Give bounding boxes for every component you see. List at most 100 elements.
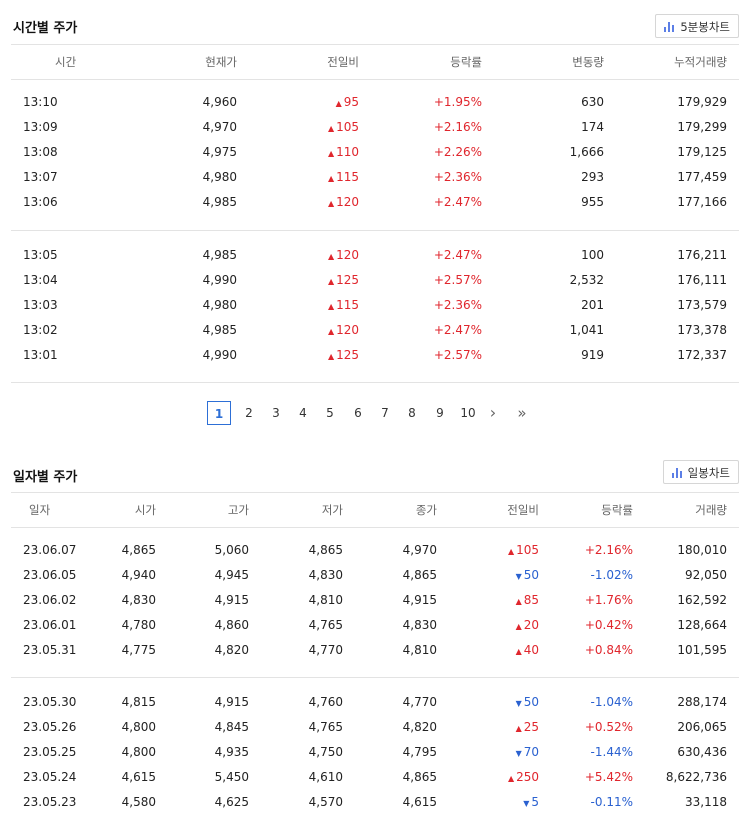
time-table-row: 13:06 4,985 ▲ 120 +2.47% 955 177,166 xyxy=(11,190,739,215)
daily-cell-close: 4,615 xyxy=(402,795,437,809)
daily-header-rate: 등락률 xyxy=(601,503,633,517)
triangle-down-icon: ▼ xyxy=(515,572,522,581)
page-7-button[interactable]: 7 xyxy=(381,406,389,420)
daily-change-value: 20 xyxy=(523,618,539,632)
time-price-title: 시간별 주가 xyxy=(13,21,78,36)
daily-cell-high: 4,915 xyxy=(214,695,249,709)
triangle-up-icon: ▲ xyxy=(327,174,335,183)
time-change-value: 115 xyxy=(336,170,359,184)
last-page-icon[interactable]: » xyxy=(517,404,527,422)
time-cell-rate: +2.16% xyxy=(433,120,482,134)
time-change-value: 115 xyxy=(336,298,359,312)
page-1-button[interactable]: 1 xyxy=(207,401,231,425)
time-cell-vol: 1,666 xyxy=(569,145,604,159)
daily-cell-high: 4,820 xyxy=(214,643,249,657)
triangle-up-icon: ▲ xyxy=(515,597,522,606)
time-header-cum: 누적거래량 xyxy=(674,55,727,69)
time-cell-time: 13:02 xyxy=(23,323,58,337)
time-change-value: 105 xyxy=(336,120,359,134)
time-cell-rate: +2.47% xyxy=(433,248,482,262)
daily-cell-close: 4,795 xyxy=(402,745,437,759)
time-cell-vol: 201 xyxy=(581,298,604,312)
daily-change-value: 250 xyxy=(516,770,539,784)
page-6-button[interactable]: 6 xyxy=(354,406,362,420)
time-cell-cum: 177,459 xyxy=(677,170,727,184)
triangle-up-icon: ▲ xyxy=(327,277,335,286)
page-10-button[interactable]: 10 xyxy=(460,406,476,420)
daily-change-value: 70 xyxy=(523,745,539,759)
daily-cell-volume: 630,436 xyxy=(677,745,727,759)
daily-cell-open: 4,800 xyxy=(121,720,156,734)
time-cell-rate: +2.36% xyxy=(433,298,482,312)
page-4-button[interactable]: 4 xyxy=(299,406,307,420)
page-5-button[interactable]: 5 xyxy=(326,406,334,420)
time-header-price: 현재가 xyxy=(205,55,237,69)
daily-cell-date: 23.06.05 xyxy=(23,568,77,582)
daily-price-title: 일자별 주가 xyxy=(13,470,78,485)
next-page-icon[interactable]: › xyxy=(489,403,497,422)
time-change-value: 125 xyxy=(336,273,359,287)
daily-cell-close: 4,970 xyxy=(402,543,437,557)
time-cell-rate: +2.47% xyxy=(433,323,482,337)
daily-cell-volume: 8,622,736 xyxy=(665,770,727,784)
daily-table-row: 23.06.07 4,865 5,060 4,865 4,970 ▲ 105 +2.16% 18… xyxy=(11,538,739,563)
triangle-up-icon: ▲ xyxy=(327,252,335,261)
daily-cell-change: ▲ 85 xyxy=(516,588,539,614)
time-table-row: 13:07 4,980 ▲ 115 +2.36% 293 177,459 xyxy=(11,165,739,190)
triangle-up-icon: ▲ xyxy=(507,774,515,783)
time-cell-vol: 293 xyxy=(581,170,604,184)
time-group-divider xyxy=(11,382,739,383)
time-cell-change: ▲ 115 xyxy=(328,293,359,319)
time-header-time: 시간 xyxy=(55,55,77,69)
daily-cell-close: 4,820 xyxy=(402,720,437,734)
daily-cell-change: ▼ 70 xyxy=(516,740,539,766)
daily-table-header: 일자 시가 고가 저가 종가 전일비 등락률 거래량 xyxy=(11,492,739,528)
daily-cell-close: 4,865 xyxy=(402,770,437,784)
daily-header-open: 시가 xyxy=(134,503,156,517)
daily-cell-rate: +0.84% xyxy=(584,643,633,657)
time-cell-price: 4,980 xyxy=(202,298,237,312)
triangle-up-icon: ▲ xyxy=(327,302,335,311)
five-minute-chart-button[interactable]: 5분봉차트 xyxy=(655,14,739,38)
time-cell-price: 4,990 xyxy=(202,273,237,287)
time-cell-cum: 173,579 xyxy=(677,298,727,312)
daily-header-close: 종가 xyxy=(415,503,437,517)
time-cell-price: 4,985 xyxy=(202,248,237,262)
time-cell-price: 4,960 xyxy=(202,95,237,109)
daily-cell-change: ▲ 105 xyxy=(508,538,539,564)
page-8-button[interactable]: 8 xyxy=(408,406,416,420)
daily-cell-low: 4,610 xyxy=(308,770,343,784)
time-group-divider xyxy=(11,230,739,231)
page-2-button[interactable]: 2 xyxy=(245,406,253,420)
daily-cell-high: 4,860 xyxy=(214,618,249,632)
time-cell-change: ▲ 110 xyxy=(328,140,359,166)
daily-cell-low: 4,765 xyxy=(308,618,343,632)
time-cell-vol: 630 xyxy=(581,95,604,109)
triangle-up-icon: ▲ xyxy=(327,149,335,158)
time-cell-change: ▲ 120 xyxy=(328,243,359,269)
time-table-row: 13:02 4,985 ▲ 120 +2.47% 1,041 173,378 xyxy=(11,318,739,343)
time-cell-rate: +2.36% xyxy=(433,170,482,184)
daily-cell-low: 4,770 xyxy=(308,643,343,657)
daily-change-value: 85 xyxy=(523,593,539,607)
daily-change-value: 25 xyxy=(523,720,539,734)
triangle-up-icon: ▲ xyxy=(515,724,522,733)
daily-cell-open: 4,580 xyxy=(121,795,156,809)
time-cell-price: 4,970 xyxy=(202,120,237,134)
time-cell-rate: +2.47% xyxy=(433,195,482,209)
daily-cell-open: 4,615 xyxy=(121,770,156,784)
page-9-button[interactable]: 9 xyxy=(436,406,444,420)
page-3-button[interactable]: 3 xyxy=(272,406,280,420)
daily-header-change: 전일비 xyxy=(507,503,539,517)
daily-chart-button[interactable]: 일봉차트 xyxy=(662,460,739,484)
daily-cell-high: 5,060 xyxy=(214,543,249,557)
daily-cell-high: 4,935 xyxy=(214,745,249,759)
time-table-row: 13:10 4,960 ▲ 95 +1.95% 630 179,929 xyxy=(11,90,739,115)
daily-cell-change: ▲ 20 xyxy=(516,613,539,639)
daily-cell-open: 4,865 xyxy=(121,543,156,557)
daily-table-row: 23.06.01 4,780 4,860 4,765 4,830 ▲ 20 +0.42% 128… xyxy=(11,613,739,638)
triangle-down-icon: ▼ xyxy=(523,799,530,808)
daily-cell-rate: +0.42% xyxy=(584,618,633,632)
time-table-row: 13:09 4,970 ▲ 105 +2.16% 174 179,299 xyxy=(11,115,739,140)
daily-cell-rate: +0.52% xyxy=(584,720,633,734)
